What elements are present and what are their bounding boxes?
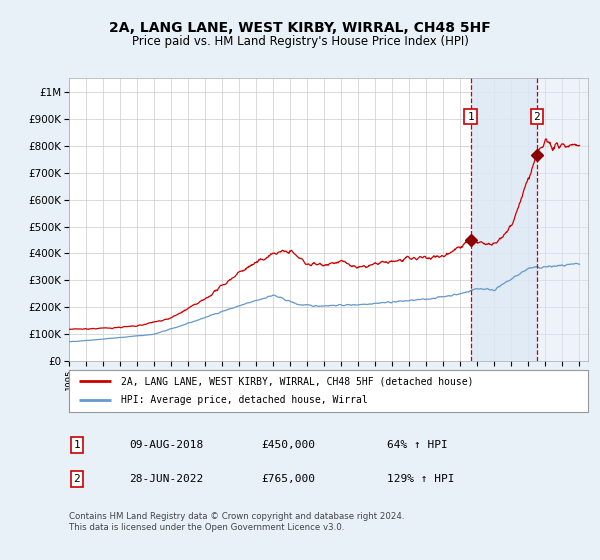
Text: £765,000: £765,000: [261, 474, 315, 484]
Text: 2: 2: [533, 111, 541, 122]
Text: 1: 1: [73, 440, 80, 450]
Text: 64% ↑ HPI: 64% ↑ HPI: [387, 440, 448, 450]
Text: 1: 1: [467, 111, 474, 122]
Text: 09-AUG-2018: 09-AUG-2018: [129, 440, 203, 450]
Text: 28-JUN-2022: 28-JUN-2022: [129, 474, 203, 484]
Bar: [537, 78, 588, 361]
Text: Price paid vs. HM Land Registry's House Price Index (HPI): Price paid vs. HM Land Registry's House …: [131, 35, 469, 48]
Text: 2A, LANG LANE, WEST KIRBY, WIRRAL, CH48 5HF (detached house): 2A, LANG LANE, WEST KIRBY, WIRRAL, CH48 …: [121, 376, 473, 386]
Text: 2A, LANG LANE, WEST KIRBY, WIRRAL, CH48 5HF: 2A, LANG LANE, WEST KIRBY, WIRRAL, CH48 …: [109, 21, 491, 35]
Text: £450,000: £450,000: [261, 440, 315, 450]
Text: Contains HM Land Registry data © Crown copyright and database right 2024.
This d: Contains HM Land Registry data © Crown c…: [69, 512, 404, 532]
Text: 2: 2: [73, 474, 80, 484]
Text: HPI: Average price, detached house, Wirral: HPI: Average price, detached house, Wirr…: [121, 395, 368, 405]
Text: 129% ↑ HPI: 129% ↑ HPI: [387, 474, 455, 484]
Bar: [470, 78, 537, 361]
